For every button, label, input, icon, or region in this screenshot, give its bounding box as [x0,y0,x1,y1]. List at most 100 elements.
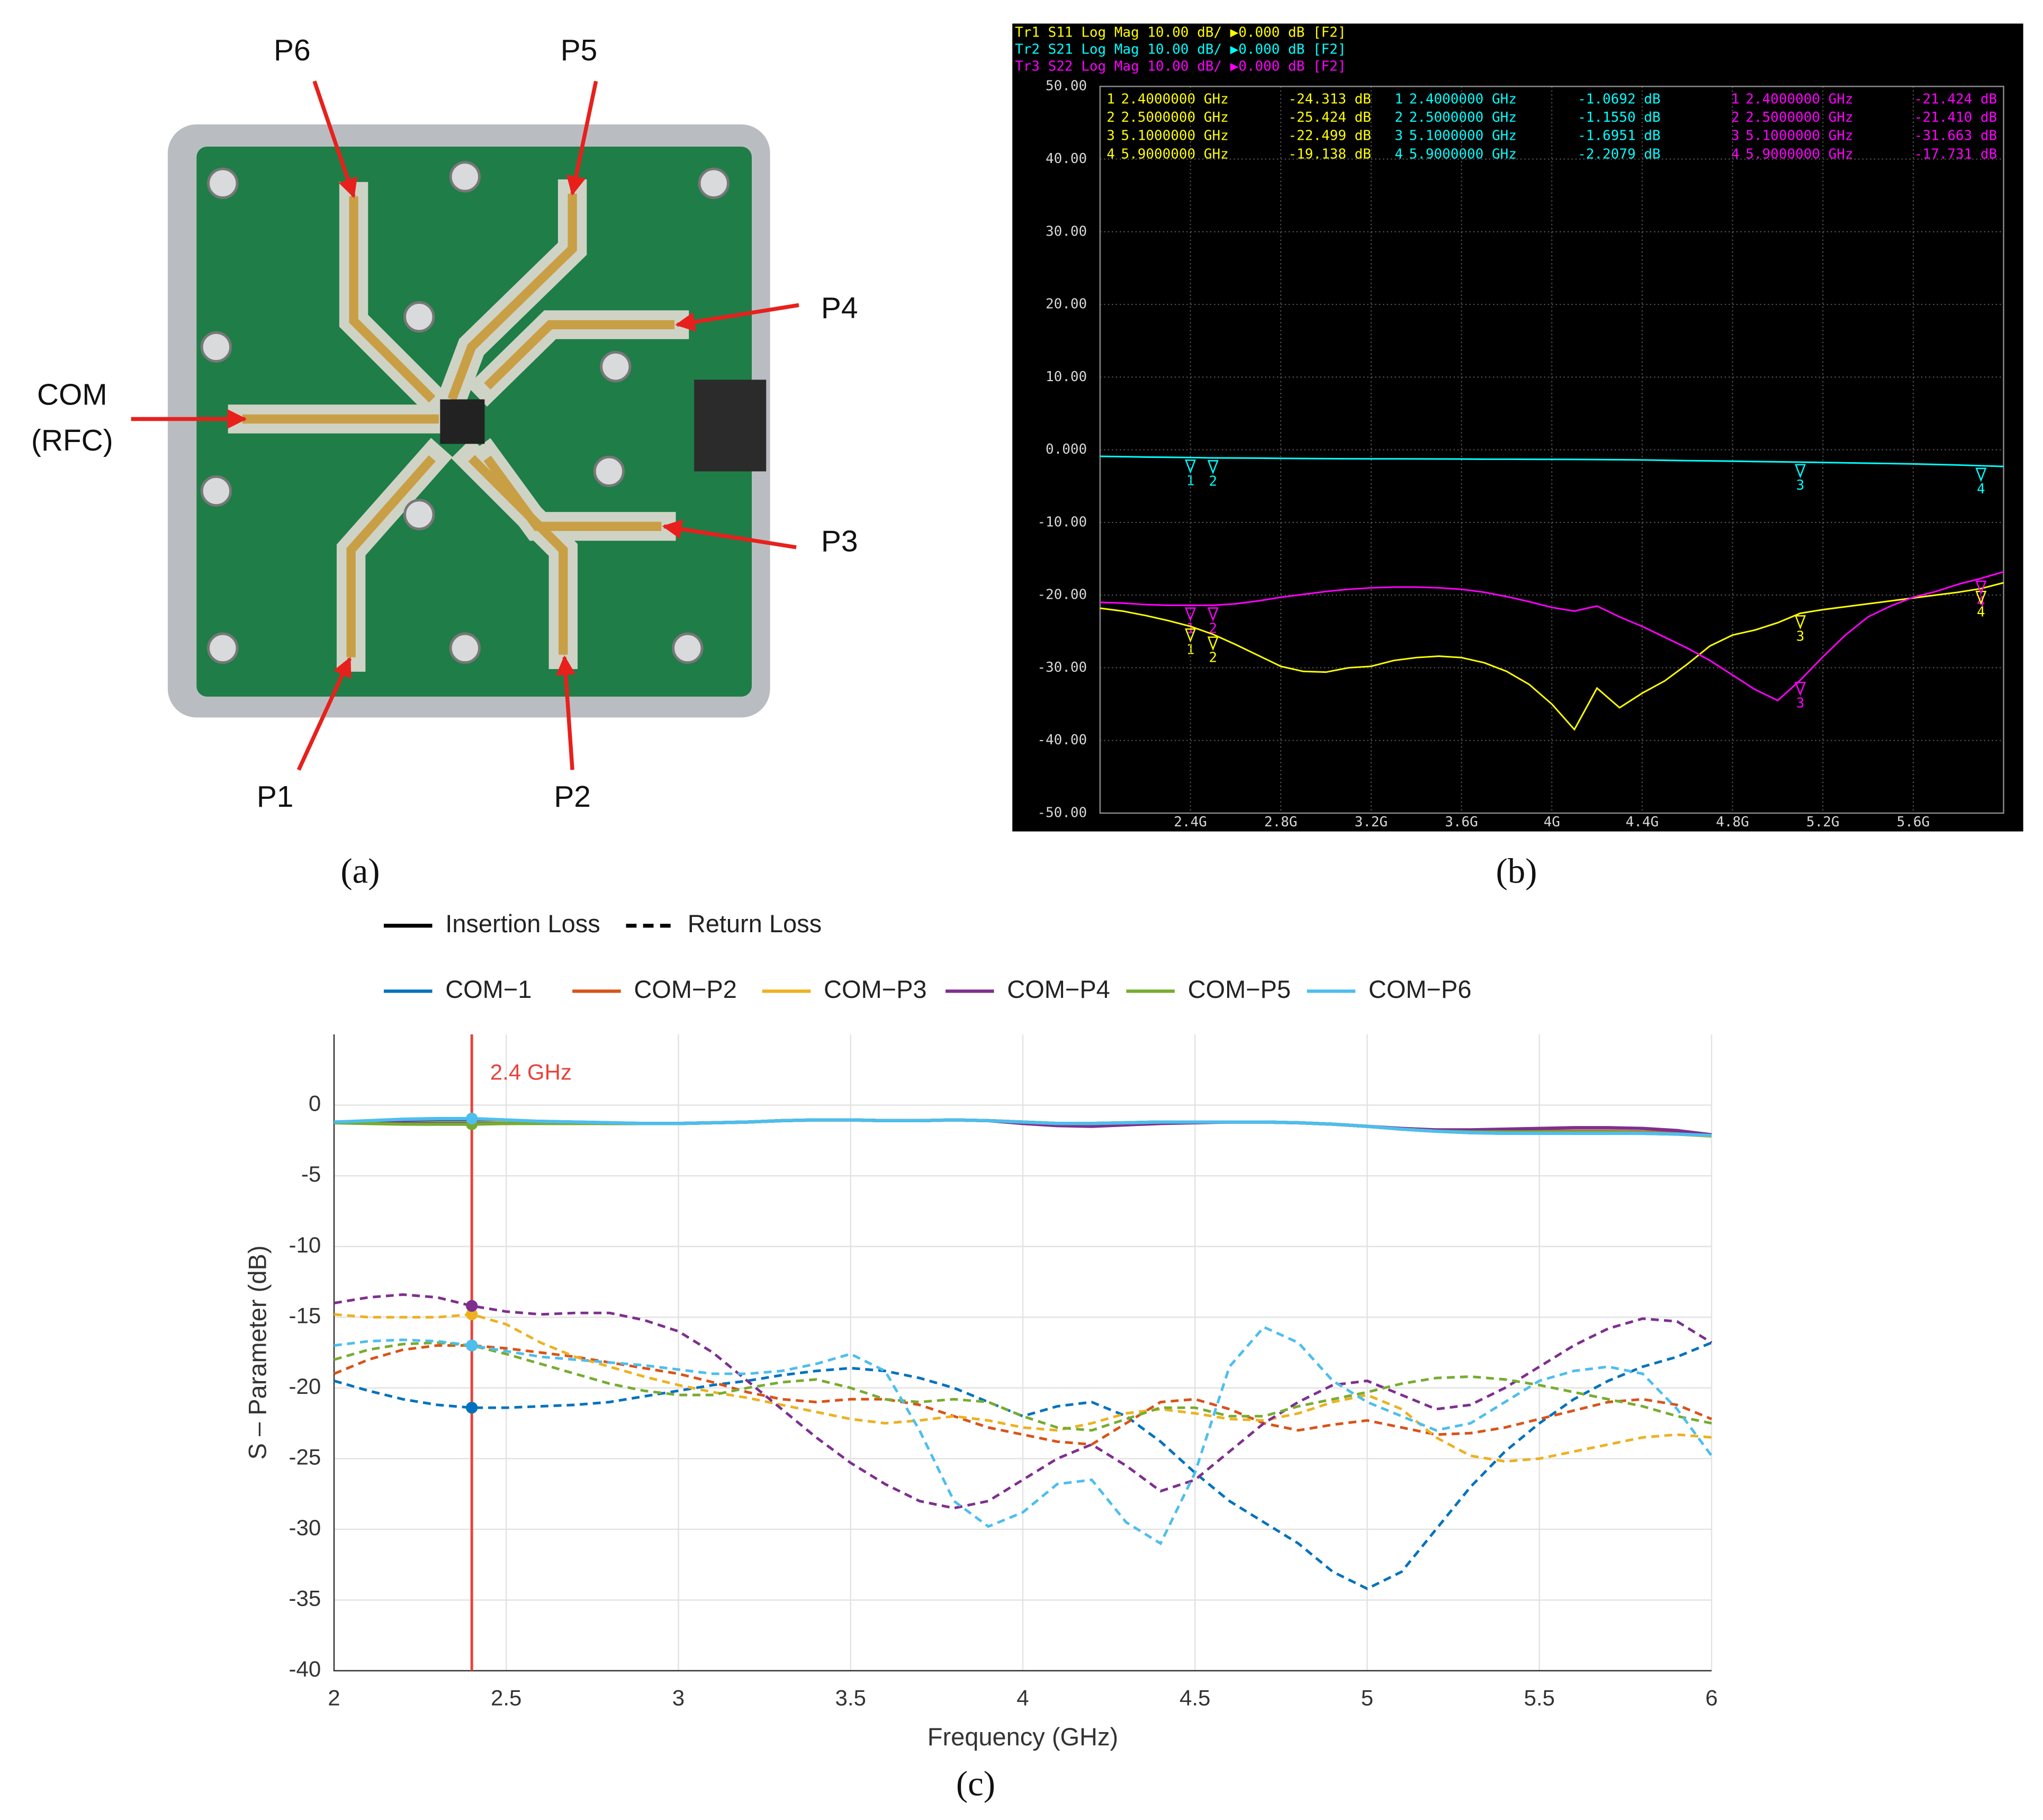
trace-header: Tr1 S11 Log Mag 10.00 dB/ ▶0.000 dB [F2] [1015,24,1346,40]
marker-value: -21.424 dB [1914,91,1997,107]
marker-triangle [1185,459,1196,474]
panel-label: (b) [1496,852,1537,891]
x-axis-title: Frequency (GHz) [928,1723,1118,1751]
marker-triangle [1795,464,1806,479]
trace [1100,455,2004,467]
marker-frequency: 5.1000000 GHz [1409,128,1517,144]
port-label: COM [37,378,107,411]
marker-value: -24.313 dB [1289,91,1371,107]
legend-label: Return Loss [688,909,822,938]
marker-dot [466,1402,478,1414]
screws [200,161,730,664]
marker-number: 3 [1394,128,1403,144]
rf-traces [242,194,675,657]
y-tick-label: -25 [289,1444,321,1469]
x-tick-label: 4.4G [1626,814,1659,830]
marker-triangle [1975,580,1987,595]
y-tick-label: -5 [301,1161,321,1186]
marker-value: -19.138 dB [1289,146,1371,162]
switch-chip [440,399,485,444]
marker-dot [466,1300,478,1312]
screen [1012,23,2023,832]
marker-number: 1 [1394,91,1403,107]
marker-number: 2 [1731,110,1740,125]
port-label: P1 [257,780,294,814]
marker-frequency: 2.5000000 GHz [1121,110,1228,125]
marker-frequency: 5.1000000 GHz [1121,128,1228,144]
marker-frequency: 2.4000000 GHz [1121,91,1228,107]
marker-value: -31.663 dB [1914,128,1997,144]
x-tick-label: 4.5 [1180,1686,1210,1710]
marker-value: -25.424 dB [1289,110,1371,125]
y-tick-label: -35 [289,1586,321,1611]
marker-number: 1 [1731,91,1740,107]
y-tick-label: -40.00 [1037,732,1087,748]
y-tick-label: -30.00 [1037,660,1087,675]
return-loss-line [334,1341,1712,1590]
x-tick-label: 4.8G [1716,814,1749,830]
marker-number: 1 [1106,91,1115,107]
x-tick-label: 2.4G [1174,814,1207,830]
board-photo [167,124,770,718]
marker-value: -1.6951 dB [1578,128,1660,144]
marker-tag: 1 [1186,642,1195,657]
marker-frequency: 2.4000000 GHz [1745,91,1853,107]
y-tick-label: 40.00 [1046,151,1087,167]
port-label: P3 [821,525,858,558]
marker-number: 3 [1731,128,1740,144]
x-tick-label: 6 [1705,1686,1717,1710]
frequency-marker-label: 2.4 GHz [490,1059,572,1084]
marker-value: -21.410 dB [1914,110,1997,125]
y-tick-label: -20.00 [1037,587,1087,603]
x-tick-label: 3.6G [1445,814,1478,830]
marker-frequency: 5.1000000 GHz [1745,128,1853,144]
port-label: P6 [274,34,311,67]
marker-dot [466,1339,478,1352]
marker-value: -2.2079 dB [1578,146,1660,162]
axes [333,1034,1712,1672]
panel-label: (a) [340,852,380,891]
marker-frequency: 5.9000000 GHz [1745,146,1853,162]
return-loss-line [334,1325,1713,1546]
marker-tag: 2 [1209,473,1217,489]
marker-frequency: 2.5000000 GHz [1409,110,1517,125]
x-tick-label: 3 [672,1686,685,1710]
marker-frequency: 5.9000000 GHz [1121,146,1228,162]
marker-triangle [1185,607,1196,622]
y-tick-label: -20 [289,1374,321,1399]
trace-header: Tr2 S21 Log Mag 10.00 dB/ ▶0.000 dB [F2] [1015,41,1346,57]
marker-triangle [1207,460,1219,475]
marker-triangle [1207,607,1219,622]
marker-tag: 2 [1209,650,1217,666]
marker-tag: 3 [1796,628,1805,644]
marker-value: -17.731 dB [1914,146,1997,162]
y-tick-label: 30.00 [1046,223,1087,239]
x-tick-label: 2.5 [491,1686,521,1710]
y-tick-label: -10 [289,1232,321,1257]
marker-number: 4 [1106,146,1115,162]
y-tick-label: 50.00 [1046,78,1087,94]
marker-frequency: 2.4000000 GHz [1409,91,1517,107]
y-tick-label: 10.00 [1046,369,1087,385]
marker-tag: 4 [1977,604,1985,620]
trace [1100,582,2004,731]
legend-label: COM−1 [445,975,532,1003]
marker-frequency: 5.9000000 GHz [1409,146,1517,162]
trace [1100,571,2004,701]
y-tick-label: 0.000 [1046,442,1087,457]
y-tick-label: -10.00 [1037,514,1087,530]
marker-tag: 3 [1796,695,1805,711]
legend-label: COM−P2 [634,975,737,1003]
marker-value: -1.1550 dB [1578,110,1660,125]
panel-label: (c) [956,1764,995,1803]
legend-label: COM−P4 [1007,975,1110,1003]
port-label: (RFC) [31,424,113,457]
marker-tag: 3 [1796,477,1805,493]
y-tick-label: -50.00 [1037,805,1087,821]
y-tick-label: -30 [289,1515,321,1540]
return-loss-line [334,1344,1712,1446]
x-tick-label: 5.5 [1524,1686,1555,1710]
marker-triangle [1207,636,1219,651]
x-tick-label: 2 [328,1686,340,1710]
marker-number: 2 [1106,110,1115,125]
